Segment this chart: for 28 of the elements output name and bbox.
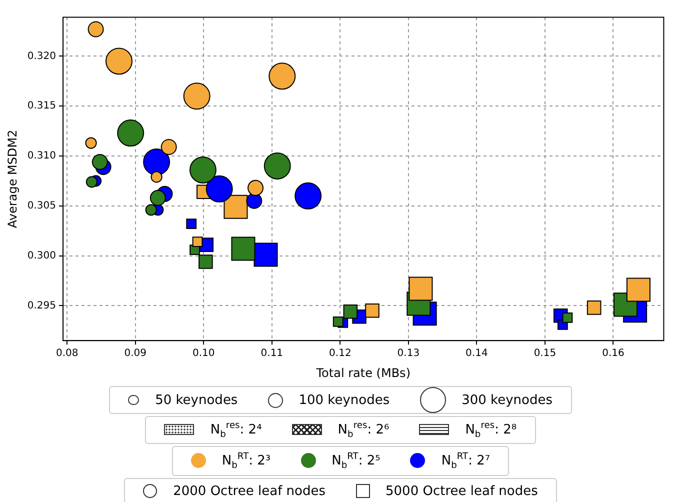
- y-tick-label: 0.310: [27, 150, 56, 162]
- x-tick-label: 0.09: [124, 348, 147, 360]
- x-tick-label: 0.14: [466, 348, 488, 360]
- text: N$_{b}$$^{res}$: 2⁸: [465, 420, 517, 440]
- legend-label: 100 keynodes: [298, 392, 390, 408]
- text: N$_{b}$$^{res}$: 2⁶: [338, 420, 390, 440]
- legend-label: N$_{b}$$^{RT}$: 2³: [222, 452, 271, 470]
- y-tick-label: 0.305: [27, 200, 56, 212]
- legend-label: N$_{b}$$^{RT}$: 2⁵: [332, 452, 380, 470]
- x-tick-label: 0.15: [534, 348, 556, 360]
- text: 2000 Octree leaf nodes: [173, 484, 326, 498]
- y-tick-label: 0.300: [27, 250, 56, 262]
- legend-label: N$_{b}$$^{RT}$: 2⁷: [441, 452, 490, 470]
- y-tick-label: 0.295: [27, 300, 56, 312]
- y-axis-title: Average MSDM2: [5, 130, 20, 228]
- text: 5000 Octree leaf nodes: [386, 484, 538, 498]
- legend-label: 50 keynodes: [155, 392, 238, 408]
- x-tick-label: 0.08: [56, 348, 78, 360]
- x-tick-label: 0.12: [329, 348, 352, 360]
- x-tick-label: 0.10: [192, 348, 215, 360]
- x-tick-label: 0.11: [260, 348, 284, 360]
- legend-label: 300 keynodes: [462, 392, 553, 408]
- x-tick-label: 0.16: [602, 348, 624, 360]
- text: N$_{b}$$^{res}$: 2⁴: [210, 420, 262, 440]
- x-axis-title: Total rate (MBs): [315, 366, 410, 380]
- x-tick-label: 0.13: [397, 348, 420, 360]
- y-tick-label: 0.315: [27, 100, 56, 112]
- y-tick-label: 0.320: [27, 50, 56, 62]
